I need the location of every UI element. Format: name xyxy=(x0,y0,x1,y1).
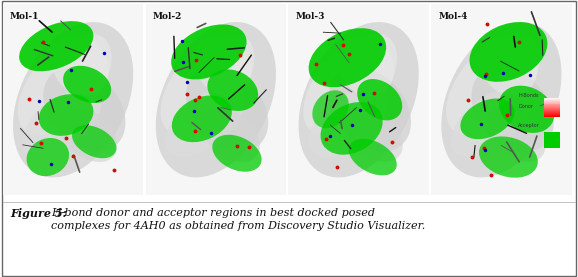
Text: Donor: Donor xyxy=(518,104,533,109)
Ellipse shape xyxy=(172,96,232,142)
Ellipse shape xyxy=(13,22,133,177)
Ellipse shape xyxy=(480,35,537,96)
Ellipse shape xyxy=(208,69,258,111)
Ellipse shape xyxy=(499,86,554,133)
Bar xyxy=(543,108,561,109)
Ellipse shape xyxy=(303,34,397,135)
Bar xyxy=(543,98,561,99)
Text: Figure 5:: Figure 5: xyxy=(10,208,67,219)
Ellipse shape xyxy=(63,66,111,103)
Ellipse shape xyxy=(357,79,402,120)
Ellipse shape xyxy=(194,35,251,96)
Bar xyxy=(543,99,561,100)
Text: H-Bonds: H-Bonds xyxy=(518,93,539,98)
Bar xyxy=(543,132,561,147)
Bar xyxy=(543,106,561,107)
Bar xyxy=(146,4,286,195)
Ellipse shape xyxy=(343,106,403,162)
Ellipse shape xyxy=(18,34,112,135)
Bar xyxy=(3,4,143,195)
Ellipse shape xyxy=(472,67,554,152)
Ellipse shape xyxy=(23,88,101,157)
Bar xyxy=(543,100,561,101)
Bar xyxy=(288,4,429,195)
Bar xyxy=(543,110,561,111)
Ellipse shape xyxy=(299,22,418,177)
Bar xyxy=(543,102,561,104)
Ellipse shape xyxy=(321,102,383,155)
Ellipse shape xyxy=(186,67,268,152)
Ellipse shape xyxy=(486,106,546,162)
Ellipse shape xyxy=(446,34,540,135)
Ellipse shape xyxy=(165,88,244,157)
Ellipse shape xyxy=(309,28,386,87)
Ellipse shape xyxy=(72,125,116,158)
Bar xyxy=(543,113,561,114)
Text: Mol-2: Mol-2 xyxy=(153,12,182,21)
Ellipse shape xyxy=(19,21,94,71)
Ellipse shape xyxy=(156,22,276,177)
Bar xyxy=(543,114,561,115)
Ellipse shape xyxy=(451,88,529,157)
Ellipse shape xyxy=(469,22,547,82)
Bar xyxy=(543,116,561,117)
Bar xyxy=(431,4,572,195)
Ellipse shape xyxy=(51,35,109,96)
Ellipse shape xyxy=(460,99,514,139)
Text: Mol-3: Mol-3 xyxy=(295,12,325,21)
Ellipse shape xyxy=(337,35,394,96)
Ellipse shape xyxy=(200,106,260,162)
Ellipse shape xyxy=(479,137,538,178)
Ellipse shape xyxy=(43,67,125,152)
Ellipse shape xyxy=(312,90,349,128)
Ellipse shape xyxy=(349,139,397,175)
Text: H-bond donor and acceptor regions in best docked posed
complexes for 4AH0 as obt: H-bond donor and acceptor regions in bes… xyxy=(51,208,425,231)
Bar xyxy=(543,101,561,102)
Text: Mol-4: Mol-4 xyxy=(438,12,468,21)
Ellipse shape xyxy=(39,94,94,136)
Text: Mol-1: Mol-1 xyxy=(10,12,39,21)
Ellipse shape xyxy=(212,135,262,172)
Bar xyxy=(543,107,561,108)
Bar xyxy=(543,109,561,110)
Ellipse shape xyxy=(308,88,387,157)
Bar xyxy=(543,104,561,106)
Ellipse shape xyxy=(27,138,69,176)
Bar xyxy=(543,111,561,112)
Text: Acceptor: Acceptor xyxy=(518,123,540,128)
Bar xyxy=(543,112,561,113)
Ellipse shape xyxy=(171,24,247,79)
Ellipse shape xyxy=(161,34,254,135)
Ellipse shape xyxy=(329,67,411,152)
Ellipse shape xyxy=(57,106,117,162)
Bar xyxy=(543,115,561,116)
Ellipse shape xyxy=(442,22,561,177)
